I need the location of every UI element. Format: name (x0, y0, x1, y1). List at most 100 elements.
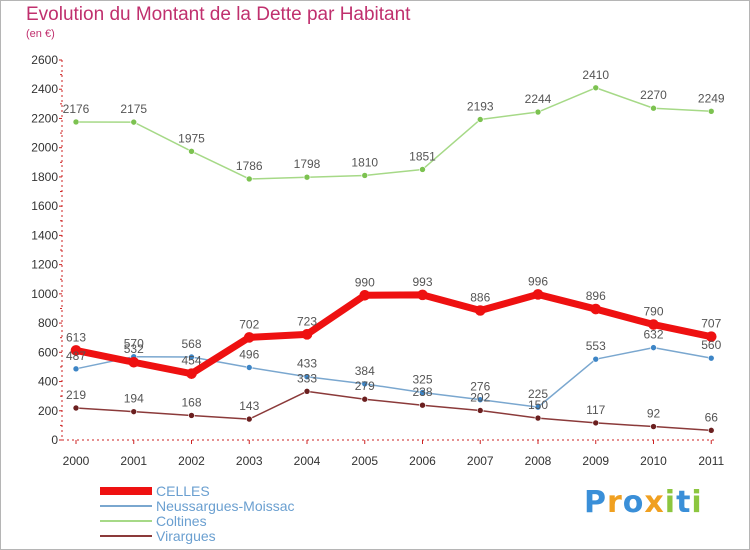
legend-swatch (100, 520, 152, 522)
data-point-virargues (303, 388, 311, 395)
data-point-coltines (361, 172, 369, 179)
y-tick-label: 1800 (31, 170, 58, 184)
data-label-coltines: 1798 (294, 157, 321, 171)
data-point-celles (648, 319, 659, 330)
data-label-neussargues-moissac: 570 (124, 337, 144, 351)
data-label-coltines: 2270 (640, 88, 667, 102)
data-point-neussargues-moissac (707, 354, 715, 362)
data-label-celles: 993 (412, 275, 432, 289)
legend-swatch (100, 487, 152, 495)
series-line-coltines (75, 87, 712, 180)
data-label-neussargues-moissac: 276 (470, 380, 490, 394)
y-tick-label: 2400 (31, 82, 58, 96)
data-point-virargues (245, 415, 253, 423)
data-point-neussargues-moissac (361, 380, 369, 388)
data-label-celles: 886 (470, 291, 490, 305)
data-point-celles (590, 303, 602, 315)
data-point-celles (417, 289, 428, 301)
x-tick-label: 2011 (698, 454, 724, 468)
x-tick-label: 2006 (409, 454, 436, 468)
legend-label: Coltines (156, 513, 207, 529)
data-label-neussargues-moissac: 496 (239, 348, 259, 362)
data-point-coltines (592, 84, 600, 92)
data-point-coltines (707, 108, 715, 115)
data-label-virargues: 333 (297, 371, 317, 385)
y-tick-label: 1200 (31, 258, 58, 272)
y-tick-label: 2200 (31, 111, 58, 125)
data-point-virargues (130, 408, 138, 415)
data-label-celles: 990 (355, 275, 375, 289)
data-label-virargues: 279 (355, 379, 375, 393)
data-label-neussargues-moissac: 632 (643, 328, 663, 342)
data-label-virargues: 202 (470, 390, 490, 404)
legend-label: CELLES (156, 483, 210, 499)
data-label-neussargues-moissac: 560 (701, 338, 721, 352)
legend-label: Virargues (156, 528, 216, 544)
data-label-virargues: 143 (239, 399, 259, 413)
data-point-coltines (188, 148, 195, 155)
data-point-neussargues-moissac (188, 353, 195, 361)
data-label-celles: 702 (239, 317, 259, 331)
data-point-virargues (707, 427, 715, 434)
data-label-celles: 896 (586, 289, 606, 303)
data-label-coltines: 2249 (698, 91, 725, 105)
data-point-coltines (72, 118, 80, 126)
data-label-neussargues-moissac: 487 (66, 349, 86, 363)
x-tick-label: 2002 (178, 454, 205, 468)
data-point-celles (70, 345, 82, 356)
logo-letter: i (664, 485, 677, 520)
logo-letter: t (676, 485, 692, 520)
data-point-virargues (419, 401, 426, 409)
x-tick-label: 2001 (120, 454, 147, 468)
data-point-virargues (476, 407, 484, 414)
legend-swatch (100, 505, 152, 507)
data-point-coltines (303, 173, 311, 181)
y-tick-label: 2600 (31, 53, 58, 67)
data-point-celles (359, 290, 371, 301)
y-tick-label: 200 (38, 404, 58, 418)
y-tick-label: 1600 (31, 199, 58, 213)
data-point-celles (128, 356, 140, 368)
series-line-neussargues-moissac (75, 346, 712, 408)
y-tick-label: 600 (38, 345, 58, 359)
logo-letter: i (691, 485, 703, 520)
data-point-neussargues-moissac (534, 403, 542, 411)
data-label-celles: 723 (297, 314, 317, 328)
data-point-virargues (361, 395, 369, 403)
data-label-coltines: 2175 (120, 102, 147, 116)
data-point-virargues (534, 414, 542, 422)
data-point-celles (532, 289, 544, 300)
data-label-coltines: 2193 (467, 99, 494, 113)
data-point-virargues (188, 412, 195, 419)
x-tick-label: 2007 (467, 454, 494, 468)
y-tick-label: 0 (51, 433, 58, 447)
data-label-celles: 707 (701, 317, 721, 331)
data-label-virargues: 66 (705, 410, 719, 424)
y-tick-label: 400 (38, 375, 58, 389)
data-label-neussargues-moissac: 384 (355, 364, 375, 378)
data-label-celles: 454 (181, 354, 201, 368)
data-label-neussargues-moissac: 553 (586, 339, 606, 353)
x-tick-label: 2005 (351, 454, 378, 468)
data-label-neussargues-moissac: 325 (412, 373, 432, 387)
data-label-celles: 532 (124, 342, 144, 356)
logo-letter: o (622, 485, 645, 520)
data-label-celles: 996 (528, 274, 548, 288)
x-tick-label: 2008 (525, 454, 552, 468)
data-label-virargues: 194 (124, 392, 144, 406)
series-line-virargues (75, 390, 712, 432)
data-label-coltines: 2244 (525, 92, 552, 106)
axes: 0 200 400 600 800 1000 1200 1400 1600 1800 2000 220… (31, 53, 724, 468)
data-label-virargues: 219 (66, 388, 86, 402)
data-label-coltines: 1851 (409, 149, 436, 163)
data-label-virargues: 150 (528, 398, 548, 412)
data-point-neussargues-moissac (476, 396, 484, 403)
data-label-celles: 613 (66, 330, 86, 344)
data-point-celles (301, 329, 313, 340)
data-label-coltines: 1810 (351, 155, 378, 169)
data-label-neussargues-moissac: 433 (297, 357, 317, 371)
data-label-neussargues-moissac: 225 (528, 387, 548, 401)
data-point-neussargues-moissac (419, 389, 426, 396)
data-point-neussargues-moissac (592, 355, 600, 363)
